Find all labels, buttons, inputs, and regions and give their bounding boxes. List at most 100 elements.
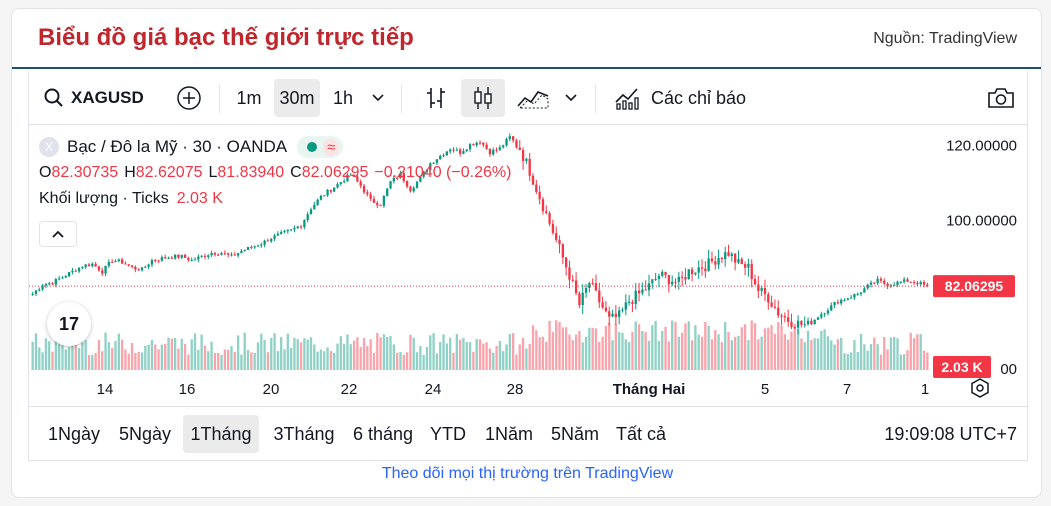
candle xyxy=(217,253,220,256)
candle xyxy=(687,269,690,280)
volume-bar xyxy=(700,336,704,370)
candle xyxy=(926,282,929,287)
candle xyxy=(873,282,876,285)
range-1d[interactable]: 1Ngày xyxy=(47,423,101,444)
candle xyxy=(67,271,71,278)
volume-bar xyxy=(150,339,154,370)
volume-bar xyxy=(502,351,505,370)
tradingview-logo[interactable]: 17 xyxy=(47,302,91,346)
interval-30m[interactable]: 30m xyxy=(274,79,320,117)
candle xyxy=(58,275,61,281)
range-ytd[interactable]: YTD xyxy=(430,423,466,444)
volume-bar xyxy=(770,325,773,370)
candlestick-icon xyxy=(474,87,492,109)
volume-bar xyxy=(488,348,492,370)
symbol-search-button[interactable]: XAGUSD xyxy=(37,79,147,117)
candle xyxy=(515,138,518,149)
candles-style-button[interactable] xyxy=(461,79,505,117)
settings-gear[interactable] xyxy=(971,378,989,398)
candle xyxy=(273,233,276,242)
card-header: Biểu đồ giá bạc thế giới trực tiếp Nguồn… xyxy=(12,9,1041,69)
chart-area[interactable]: 120.00000 100.00000 00 14 16 20 22 24 28 Tháng H… xyxy=(29,126,1029,406)
compare-add-button[interactable] xyxy=(173,79,205,117)
range-1m[interactable]: 1Tháng xyxy=(183,415,259,453)
candle xyxy=(81,266,84,270)
candle xyxy=(826,308,830,316)
candle xyxy=(796,315,800,335)
price-chart[interactable]: 120.00000 100.00000 00 14 16 20 22 24 28 Tháng H… xyxy=(29,126,1029,406)
volume-bar xyxy=(465,341,468,370)
candle xyxy=(419,176,422,183)
candle xyxy=(697,260,700,280)
range-1y[interactable]: 1Năm xyxy=(484,423,533,444)
instrument-name[interactable]: Bạc / Đô la Mỹ · 30 · OANDA xyxy=(67,137,288,156)
interval-1h[interactable]: 1h xyxy=(332,87,354,108)
range-all[interactable]: Tất cả xyxy=(615,423,667,444)
volume-bar xyxy=(144,345,147,370)
volume-bar xyxy=(657,340,661,370)
symbol-label: XAGUSD xyxy=(71,88,144,107)
candle xyxy=(770,295,773,308)
chart-style-dropdown[interactable] xyxy=(559,79,583,117)
interval-1m[interactable]: 1m xyxy=(236,87,262,108)
candle xyxy=(902,276,906,284)
volume-bar xyxy=(435,353,439,370)
volume-label[interactable]: Khối lượng · Ticks xyxy=(39,190,169,207)
candle xyxy=(362,183,366,195)
bar-style-button[interactable] xyxy=(419,79,453,117)
volume-bar xyxy=(87,354,91,370)
candle xyxy=(717,249,720,269)
volume-bar xyxy=(303,338,306,370)
volume-bar xyxy=(853,340,856,370)
screenshot-button[interactable] xyxy=(981,79,1021,117)
volume-bar xyxy=(548,320,551,370)
volume-bar xyxy=(564,327,568,370)
volume-bar xyxy=(439,341,442,370)
area-style-button[interactable] xyxy=(513,79,553,117)
timezone-clock[interactable]: 19:09:08 UTC+7 xyxy=(884,423,1017,444)
volume-bar xyxy=(280,337,283,370)
candle xyxy=(309,207,313,215)
volume-bar xyxy=(591,328,594,370)
volume-bar xyxy=(916,334,919,370)
candle xyxy=(588,281,591,293)
candle xyxy=(283,230,286,234)
volume-bar xyxy=(160,344,164,370)
candle xyxy=(442,153,445,158)
market-status[interactable]: ≈ xyxy=(297,136,344,158)
candle xyxy=(859,292,863,297)
indicators-button[interactable]: Các chỉ báo xyxy=(613,79,763,117)
volume-bar xyxy=(826,336,830,370)
volume-bar xyxy=(631,331,634,370)
volume-bar xyxy=(830,340,833,370)
tradingview-widget: XAGUSD 1m 30m 1h xyxy=(28,71,1029,461)
time-tick-label: Tháng Hai xyxy=(613,381,686,398)
candle xyxy=(820,311,823,320)
footer-link[interactable]: Theo dõi mọi thị trường trên TradingView xyxy=(381,465,674,482)
candle xyxy=(313,201,316,210)
collapse-legend-button[interactable] xyxy=(39,221,77,247)
range-6m[interactable]: 6 tháng xyxy=(352,423,414,444)
candle xyxy=(405,180,409,189)
interval-dropdown[interactable] xyxy=(365,79,391,117)
candle xyxy=(790,313,793,330)
range-5d[interactable]: 5Ngày xyxy=(118,423,172,444)
range-3m[interactable]: 3Tháng xyxy=(273,423,335,444)
candle xyxy=(581,284,584,315)
volume-bar xyxy=(912,338,916,370)
volume-bar xyxy=(386,337,389,370)
candle xyxy=(435,159,439,166)
candle xyxy=(280,230,283,235)
volume-bar xyxy=(740,327,743,370)
volume-bar xyxy=(717,334,720,370)
candle xyxy=(879,276,883,284)
time-axis[interactable]: 14 16 20 22 24 28 Tháng Hai 5 7 1 xyxy=(97,381,930,398)
candle xyxy=(876,275,879,286)
price-axis[interactable]: 120.00000 100.00000 00 xyxy=(946,138,1017,378)
tradingview-logo-text: 17 xyxy=(58,313,80,334)
volume-bar xyxy=(667,341,671,370)
candle xyxy=(916,280,919,286)
volume-bar xyxy=(906,350,909,370)
range-5y[interactable]: 5Năm xyxy=(550,423,599,444)
candle xyxy=(356,174,359,183)
